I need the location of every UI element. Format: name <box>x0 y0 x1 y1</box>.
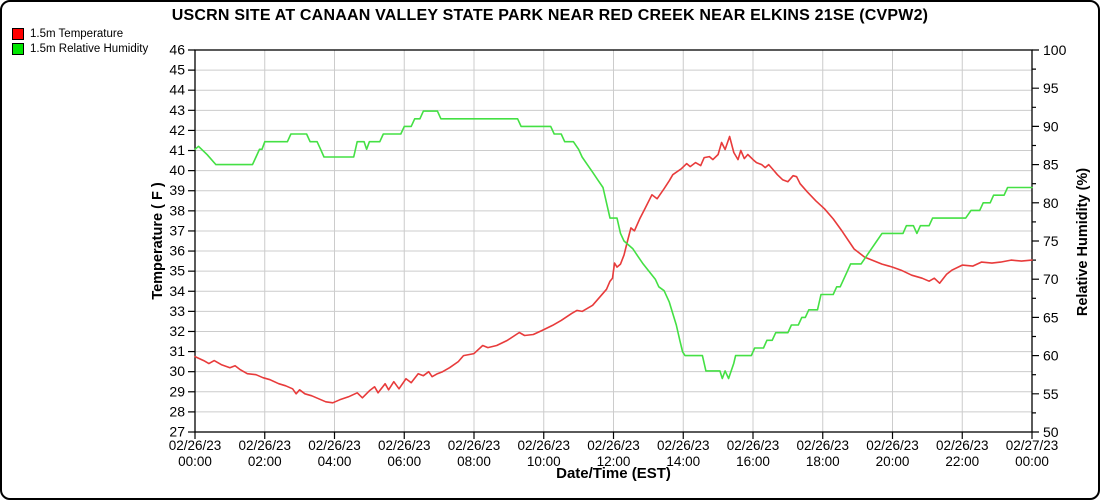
y-right-tick-label: 95 <box>1043 80 1059 96</box>
legend-item-temperature: 1.5m Temperature <box>12 26 148 41</box>
y-right-tick-label: 70 <box>1043 271 1059 287</box>
x-tick-time: 14:00 <box>666 454 700 469</box>
y-left-tick-label: 43 <box>169 102 185 118</box>
series-line-temperature <box>194 135 1033 404</box>
x-tick-date: 02/26/23 <box>866 438 919 453</box>
y-left-tick-label: 41 <box>169 142 185 158</box>
legend-label-humidity: 1.5m Relative Humidity <box>30 42 149 55</box>
x-tick-time: 04:00 <box>318 454 352 469</box>
y-left-tick-label: 31 <box>169 343 185 359</box>
y-left-tick-label: 40 <box>169 162 185 178</box>
y-left-tick-label: 37 <box>169 222 185 238</box>
y-left-tick-label: 46 <box>169 42 185 58</box>
series-line-humidity <box>194 110 1033 380</box>
y-left-tick-label: 29 <box>169 383 185 399</box>
temperature-swatch-icon <box>12 27 24 40</box>
x-tick-date: 02/26/23 <box>587 438 640 453</box>
x-tick-date: 02/26/23 <box>378 438 431 453</box>
y-left-tick-label: 45 <box>169 62 185 78</box>
x-tick-date: 02/26/23 <box>727 438 780 453</box>
x-tick-time: 00:00 <box>178 454 212 469</box>
y-left-tick-label: 39 <box>169 182 185 198</box>
y-right-tick-label: 80 <box>1043 195 1059 211</box>
y-left-tick-label: 30 <box>169 363 185 379</box>
y-right-tick-label: 100 <box>1043 42 1067 58</box>
y-left-tick-label: 44 <box>169 82 185 98</box>
y-right-tick-label: 50 <box>1043 424 1059 440</box>
x-axis-label: Date/Time (EST) <box>556 465 671 482</box>
x-tick-date: 02/26/23 <box>169 438 222 453</box>
axis-tick-labels: 27 28 29 30 31 32 33 34 35 36 37 38 39 40 41 42 43 44 45 46… <box>169 42 1067 470</box>
y-axis-label-left: Temperature ( F ) <box>150 182 166 300</box>
y-left-tick-label: 38 <box>169 202 185 218</box>
x-tick-time: 02:00 <box>248 454 282 469</box>
x-tick-date: 02/26/23 <box>517 438 570 453</box>
x-tick-time: 16:00 <box>736 454 770 469</box>
x-tick-time: 06:00 <box>387 454 421 469</box>
y-left-tick-label: 36 <box>169 243 185 259</box>
x-tick-time: 22:00 <box>945 454 979 469</box>
y-axis-label-right: Relative Humidity (%) <box>1075 167 1091 317</box>
y-right-tick-label: 60 <box>1043 348 1059 364</box>
y-left-tick-label: 28 <box>169 403 185 419</box>
x-tick-date: 02/26/23 <box>308 438 361 453</box>
x-tick-time: 20:00 <box>876 454 910 469</box>
y-right-tick-label: 65 <box>1043 309 1059 325</box>
y-left-tick-label: 42 <box>169 122 185 138</box>
x-tick-date: 02/26/23 <box>448 438 501 453</box>
y-left-tick-label: 35 <box>169 263 185 279</box>
x-tick-time: 00:00 <box>1015 454 1049 469</box>
gridlines <box>195 50 1032 432</box>
y-left-tick-label: 33 <box>169 303 185 319</box>
x-tick-time: 08:00 <box>457 454 491 469</box>
x-tick-date: 02/26/23 <box>936 438 989 453</box>
y-left-tick-label: 27 <box>169 424 185 440</box>
y-right-tick-label: 55 <box>1043 386 1059 402</box>
x-tick-date: 02/27/23 <box>1006 438 1059 453</box>
axis-ticks <box>188 49 1039 439</box>
y-right-tick-label: 85 <box>1043 157 1059 173</box>
y-right-tick-label: 75 <box>1043 233 1059 249</box>
chart-title: USCRN SITE AT CANAAN VALLEY STATE PARK N… <box>171 7 929 24</box>
legend: 1.5m Temperature 1.5m Relative Humidity <box>12 26 148 56</box>
y-right-tick-label: 90 <box>1043 118 1059 134</box>
x-tick-date: 02/26/23 <box>657 438 710 453</box>
x-tick-time: 10:00 <box>527 454 561 469</box>
x-tick-date: 02/26/23 <box>238 438 291 453</box>
legend-label-temperature: 1.5m Temperature <box>30 27 124 40</box>
x-tick-date: 02/26/23 <box>796 438 849 453</box>
legend-item-humidity: 1.5m Relative Humidity <box>12 41 148 56</box>
y-left-tick-label: 32 <box>169 323 185 339</box>
y-left-tick-label: 34 <box>169 283 185 299</box>
x-tick-time: 12:00 <box>597 454 631 469</box>
humidity-swatch-icon <box>12 42 24 55</box>
x-tick-time: 18:00 <box>806 454 840 469</box>
